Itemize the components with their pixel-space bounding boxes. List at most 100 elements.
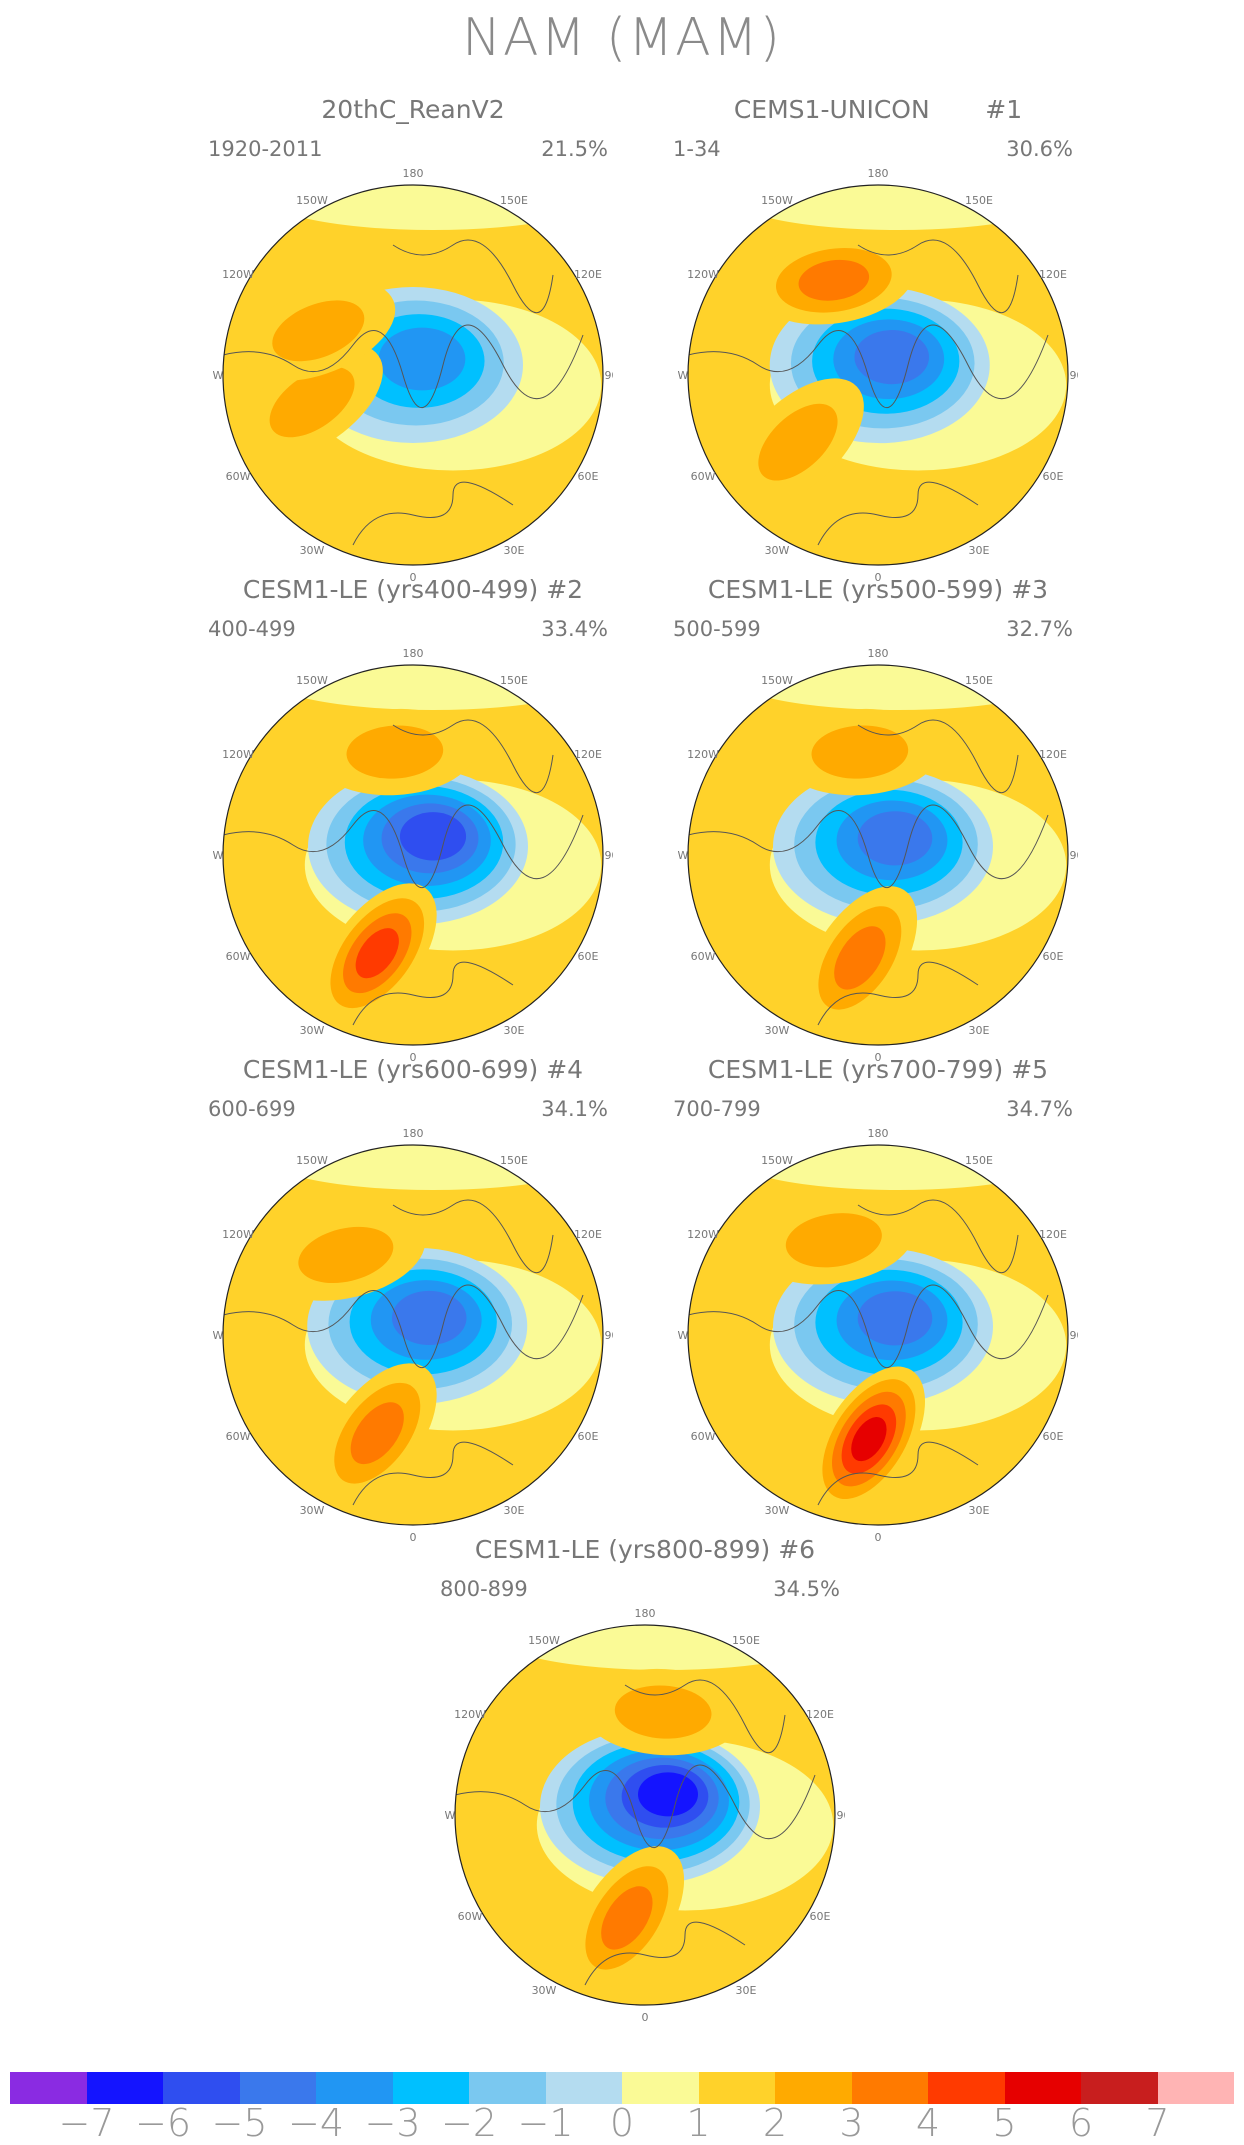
polar-map: 180 150E 120E 90E 60E 30E 0 30W 60W 90W 120W 150W (678, 1127, 1078, 1544)
panel-years: 1-34 (673, 137, 721, 161)
panel-years: 1920-2011 (208, 137, 323, 161)
coastline (688, 719, 1049, 1026)
polar-map: 180 150E 120E 90E 60E 30E 0 30W 60W 90W 120W 150W (445, 1607, 845, 2024)
high-contour (355, 928, 399, 979)
longitude-label: 0 (410, 1531, 417, 1544)
colorbar-tick-label: 7 (1145, 2101, 1170, 2145)
longitude-label: 60E (1042, 950, 1063, 963)
colorbar-tick-label: 5 (992, 2101, 1017, 2145)
colorbar-tick-label: 3 (839, 2101, 864, 2145)
longitude-label: 90W (678, 369, 689, 382)
low-contour (391, 1290, 467, 1346)
longitude-label: 90W (445, 1809, 456, 1822)
longitude-label: 120E (1039, 268, 1067, 281)
longitude-label: 0 (875, 1531, 882, 1544)
colorbar-swatch (851, 2072, 928, 2104)
map-panel: CESM1-LE (yrs700-799) #5 700-799 34.7% 180 1… (648, 1055, 1108, 1555)
longitude-label: 90W (213, 369, 224, 382)
longitude-label: 120W (687, 268, 719, 281)
low-contour (378, 327, 466, 391)
longitude-label: 0 (410, 1051, 417, 1064)
high-contour (798, 259, 870, 301)
longitude-label: 120E (1039, 748, 1067, 761)
polar-map: 180 150E 120E 90E 60E 30E 0 30W 60W 90W 120W 150W (678, 647, 1078, 1064)
longitude-label: 30W (765, 1024, 790, 1037)
map-border (687, 1144, 1069, 1526)
high-contour (614, 1685, 712, 1739)
longitude-label: 60W (226, 950, 251, 963)
longitude-label: 120E (1039, 1228, 1067, 1241)
longitude-label: 60W (226, 1430, 251, 1443)
longitude-label: 150E (965, 194, 993, 207)
colorbar-swatch (1157, 2072, 1234, 2104)
high-contour (851, 1417, 887, 1462)
longitude-label: 120W (454, 1708, 486, 1721)
map-panel: 20thC_ReanV2 1920-2011 21.5% 180 150E 120E 90E… (183, 95, 643, 595)
colorbar-swatch (622, 2072, 699, 2104)
longitude-label: 90E (605, 849, 613, 862)
high-contour (269, 366, 355, 438)
colorbar-tick-label: −6 (134, 2101, 192, 2145)
panel-years: 700-799 (673, 1097, 761, 1121)
map-panel: CEMS1-UNICON #1 1-34 30.6% 180 150E 120E 90E 60… (648, 95, 1108, 595)
longitude-label: 150W (761, 1154, 793, 1167)
longitude-label: 150E (965, 1154, 993, 1167)
low-contour (857, 1291, 933, 1346)
longitude-label: 30W (300, 1504, 325, 1517)
colorbar-swatch (545, 2072, 622, 2104)
longitude-label: 60W (691, 950, 716, 963)
longitude-label: 30W (765, 1504, 790, 1517)
longitude-label: 120E (574, 268, 602, 281)
longitude-label: 30E (504, 544, 525, 557)
coastline (223, 239, 584, 546)
longitude-label: 120W (222, 748, 254, 761)
map-border (687, 664, 1069, 1046)
colorbar-tick-label: 2 (762, 2101, 788, 2145)
colorbar-swatch (163, 2072, 240, 2104)
panel-title: 20thC_ReanV2 (321, 95, 505, 124)
high-contour (758, 403, 838, 481)
map-border (222, 1144, 604, 1526)
panel-variance: 34.1% (541, 1097, 608, 1121)
longitude-label: 120W (222, 268, 254, 281)
longitude-label: 150E (500, 674, 528, 687)
longitude-label: 30W (300, 544, 325, 557)
colorbar-tick-label: 4 (915, 2101, 941, 2145)
high-contour (350, 1402, 404, 1465)
longitude-label: 60E (577, 950, 598, 963)
map-border (222, 664, 604, 1046)
longitude-label: 120W (687, 1228, 719, 1241)
longitude-label: 90E (1070, 369, 1078, 382)
panel-title: CEMS1-UNICON #1 (733, 95, 1023, 124)
panel-variance: 30.6% (1006, 137, 1073, 161)
coastline (223, 719, 584, 1026)
polar-map: 180 150E 120E 90E 60E 30E 0 30W 60W 90W 120W 150W (213, 1127, 613, 1544)
longitude-label: 0 (875, 571, 882, 584)
longitude-label: 180 (868, 647, 889, 660)
panel-years: 500-599 (673, 617, 761, 641)
coastline (455, 1679, 816, 1986)
longitude-label: 180 (868, 1127, 889, 1140)
map-panel: CESM1-LE (yrs600-699) #4 600-699 34.1% 180 1… (183, 1055, 643, 1555)
longitude-label: 150W (528, 1634, 560, 1647)
high-contour (346, 725, 444, 779)
colorbar-swatch (10, 2072, 87, 2104)
longitude-label: 180 (403, 647, 424, 660)
longitude-label: 30E (969, 1504, 990, 1517)
longitude-label: 30W (532, 1984, 557, 1997)
longitude-label: 30E (736, 1984, 757, 1997)
longitude-label: 90W (213, 849, 224, 862)
longitude-label: 60E (809, 1910, 830, 1923)
longitude-label: 90W (678, 1329, 689, 1342)
longitude-label: 0 (875, 1051, 882, 1064)
longitude-label: 60W (691, 1430, 716, 1443)
colorbar-swatch (1081, 2072, 1158, 2104)
longitude-label: 60E (577, 1430, 598, 1443)
high-contour (601, 1886, 653, 1950)
high-contour (272, 300, 365, 362)
colorbar-tick-label: −2 (440, 2101, 498, 2145)
panel-title: CESM1-LE (yrs800-899) #6 (474, 1535, 816, 1564)
high-contour (785, 1213, 882, 1268)
panel-title: CESM1-LE (yrs700-799) #5 (707, 1055, 1049, 1084)
panel-variance: 21.5% (541, 137, 608, 161)
